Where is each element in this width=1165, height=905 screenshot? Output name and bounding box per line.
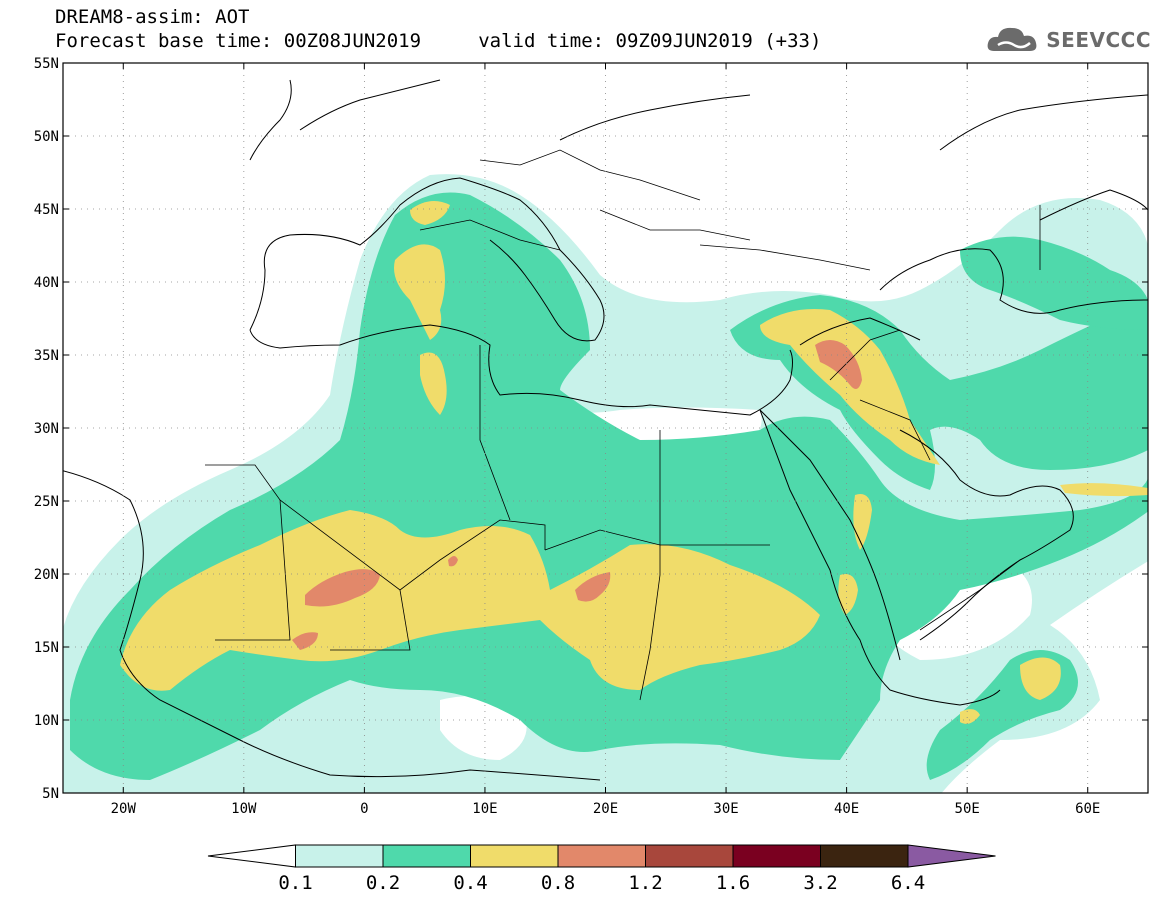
aot-region-0.8-chad — [575, 572, 611, 602]
aot-region-0.4-alps — [410, 201, 450, 225]
lat-label: 35N — [34, 348, 59, 364]
aot-region-0.8-niger — [448, 556, 458, 567]
aot-region-0.8-mauritania — [292, 632, 318, 650]
cloud-logo-icon — [987, 27, 1037, 51]
aot-region-0.4-iraq — [760, 309, 940, 465]
lat-label: 45N — [34, 202, 59, 218]
colorbar-high-arrow — [907, 844, 996, 868]
colorbar-swatch — [645, 844, 734, 868]
lon-label: 50E — [955, 801, 980, 817]
colorbar-tick-label: 0.8 — [541, 872, 575, 894]
lon-label: 40E — [834, 801, 859, 817]
lat-label: 15N — [34, 640, 59, 656]
aot-region-0.2-caspian — [960, 236, 1148, 330]
colorbar-swatch — [732, 844, 821, 868]
lon-label: 20W — [111, 801, 137, 817]
lat-label: 50N — [34, 129, 59, 145]
graticule — [63, 63, 1148, 793]
seevccc-logo: SEEVCCC — [986, 22, 1151, 58]
lon-label: 10E — [472, 801, 497, 817]
aot-field — [63, 174, 1148, 793]
colorbar-swatch — [470, 844, 559, 868]
lon-label: 0 — [360, 801, 368, 817]
aot-region-0.4-sardinia — [394, 244, 445, 340]
aot-region-lowgap-6 — [440, 696, 527, 760]
lat-label: 10N — [34, 713, 59, 729]
colorbar-tick-label: 0.1 — [278, 872, 312, 894]
lat-label: 40N — [34, 275, 59, 291]
lat-label: 25N — [34, 494, 59, 510]
lat-label: 55N — [34, 56, 59, 72]
colorbar-swatch — [557, 844, 646, 868]
colorbar-swatch — [382, 844, 471, 868]
lon-label: 60E — [1075, 801, 1100, 817]
logo-text: SEEVCCC — [1046, 28, 1151, 52]
lon-label: 20E — [593, 801, 618, 817]
lat-label: 30N — [34, 421, 59, 437]
colorbar-tick-label: 0.4 — [453, 872, 487, 894]
colorbar-tick-label: 0.2 — [366, 872, 400, 894]
aot-region-0.4-sahel — [120, 510, 820, 691]
aot-region-0.8-iraq — [815, 340, 862, 389]
aot-region-0.4-algeria — [420, 352, 447, 415]
lon-label: 10W — [231, 801, 257, 817]
aot-region-0.4-gulf — [1060, 483, 1148, 497]
coastlines — [63, 79, 1148, 781]
aot-region-0.4-socotra — [1020, 657, 1061, 700]
map-axes: 55N 50N 45N 40N 35N 30N 25N 20N 15N 10N 5N 20W 10W 0 1… — [34, 56, 1148, 817]
aot-colorbar: 0.1 0.2 0.4 0.8 1.2 1.6 3.2 6.4 — [207, 844, 996, 894]
country-borders — [205, 149, 1041, 701]
colorbar-tick-label: 1.2 — [628, 872, 662, 894]
aot-region-0.8-mali — [305, 569, 380, 607]
aot-region-0.4-sudan-east — [838, 574, 858, 615]
colorbar-swatch — [820, 844, 909, 868]
map-subtitle: Forecast base time: 00Z08JUN2019 valid t… — [55, 30, 822, 52]
colorbar-swatch — [295, 844, 384, 868]
colorbar-tick-label: 1.6 — [716, 872, 750, 894]
colorbar-low-arrow — [207, 844, 296, 868]
lon-label: 30E — [713, 801, 738, 817]
map-title: DREAM8-assim: AOT — [55, 6, 250, 28]
colorbar-tick-label: 6.4 — [891, 872, 925, 894]
lat-label: 20N — [34, 567, 59, 583]
lat-label: 5N — [42, 786, 59, 802]
colorbar-tick-label: 3.2 — [803, 872, 837, 894]
